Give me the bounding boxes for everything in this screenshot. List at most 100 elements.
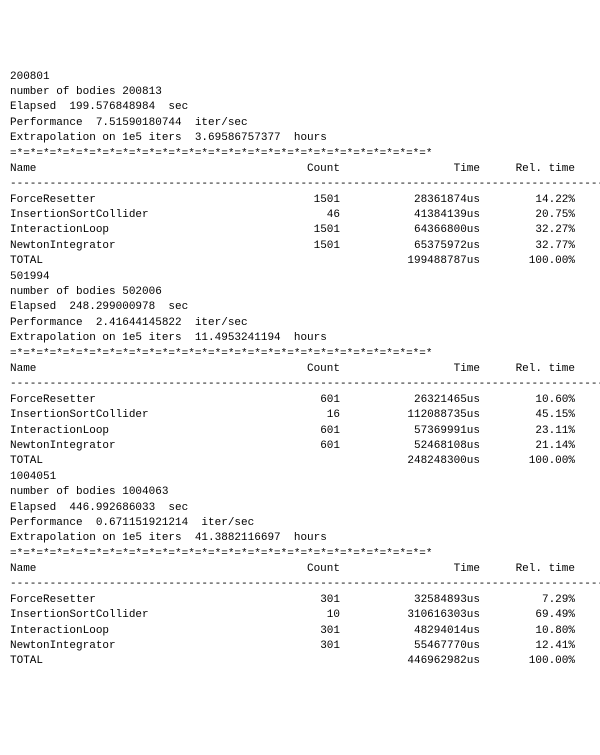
table-row-count: 46 [230, 208, 340, 223]
table-row-name: InteractionLoop [10, 223, 230, 238]
table-row-rel: 45.15% [480, 408, 575, 423]
table-row: InteractionLoop150164366800us32.27% [10, 223, 590, 238]
table-row-name: ForceResetter [10, 593, 230, 608]
block-id: 1004051 [10, 470, 590, 485]
table-row: NewtonIntegrator60152468108us21.14% [10, 439, 590, 454]
extrapolation-line: Extrapolation on 1e5 iters 11.4953241194… [10, 331, 590, 346]
table-row-rel: 100.00% [480, 254, 575, 269]
perf-block: 200801number of bodies 200813Elapsed 199… [10, 70, 590, 270]
table-row-count: 601 [230, 393, 340, 408]
table-row-count: 301 [230, 624, 340, 639]
table-row-name: InsertionSortCollider [10, 208, 230, 223]
table-row: TOTAL 248248300us100.00% [10, 454, 590, 469]
table-row-rel: 32.77% [480, 239, 575, 254]
table-row-rel: 32.27% [480, 223, 575, 238]
table-row-count [230, 454, 340, 469]
block-id: 501994 [10, 270, 590, 285]
block-id: 200801 [10, 70, 590, 85]
elapsed-line: Elapsed 446.992686033 sec [10, 501, 590, 516]
table-row-count: 1501 [230, 239, 340, 254]
separator-line: =*=*=*=*=*=*=*=*=*=*=*=*=*=*=*=*=*=*=*=*… [10, 547, 590, 562]
table-header-time: Time [340, 362, 480, 377]
table-header: NameCountTimeRel. time [10, 162, 590, 177]
bodies-line: number of bodies 1004063 [10, 485, 590, 500]
table-row-time: 41384139us [340, 208, 480, 223]
table-row-rel: 20.75% [480, 208, 575, 223]
table-row-rel: 100.00% [480, 454, 575, 469]
table-row: InteractionLoop30148294014us10.80% [10, 624, 590, 639]
table-row: TOTAL 446962982us100.00% [10, 654, 590, 669]
table-row-name: TOTAL [10, 254, 230, 269]
table-row-rel: 69.49% [480, 608, 575, 623]
table-row-name: ForceResetter [10, 393, 230, 408]
table-row-count: 601 [230, 424, 340, 439]
table-row: NewtonIntegrator150165375972us32.77% [10, 239, 590, 254]
extrapolation-line: Extrapolation on 1e5 iters 41.3882116697… [10, 531, 590, 546]
table-row-name: TOTAL [10, 454, 230, 469]
table-row-rel: 23.11% [480, 424, 575, 439]
table-header-name: Name [10, 562, 230, 577]
table-row-time: 28361874us [340, 193, 480, 208]
bodies-line: number of bodies 502006 [10, 285, 590, 300]
table-row-time: 446962982us [340, 654, 480, 669]
table-row: ForceResetter60126321465us10.60% [10, 393, 590, 408]
dash-line: ----------------------------------------… [10, 177, 590, 192]
table-row-time: 65375972us [340, 239, 480, 254]
dash-line: ----------------------------------------… [10, 377, 590, 392]
table-row-count [230, 654, 340, 669]
table-header: NameCountTimeRel. time [10, 562, 590, 577]
table-row: InsertionSortCollider16112088735us45.15% [10, 408, 590, 423]
table-row-rel: 12.41% [480, 639, 575, 654]
table-row: ForceResetter30132584893us7.29% [10, 593, 590, 608]
table-row-time: 55467770us [340, 639, 480, 654]
table-row: NewtonIntegrator30155467770us12.41% [10, 639, 590, 654]
table-header-count: Count [230, 162, 340, 177]
table-row-name: InteractionLoop [10, 624, 230, 639]
table-row: InteractionLoop60157369991us23.11% [10, 424, 590, 439]
table-row: ForceResetter150128361874us14.22% [10, 193, 590, 208]
elapsed-line: Elapsed 199.576848984 sec [10, 100, 590, 115]
performance-line: Performance 7.51590180744 iter/sec [10, 116, 590, 131]
performance-line: Performance 0.671151921214 iter/sec [10, 516, 590, 531]
table-header-rel: Rel. time [480, 362, 575, 377]
table-row-count: 16 [230, 408, 340, 423]
table-row-rel: 10.80% [480, 624, 575, 639]
dash-line: ----------------------------------------… [10, 577, 590, 592]
table-row-time: 48294014us [340, 624, 480, 639]
table-row-name: ForceResetter [10, 193, 230, 208]
table-row-time: 310616303us [340, 608, 480, 623]
table-row-rel: 21.14% [480, 439, 575, 454]
table-row-name: InteractionLoop [10, 424, 230, 439]
table-row-name: InsertionSortCollider [10, 608, 230, 623]
table-row: TOTAL 199488787us100.00% [10, 254, 590, 269]
table-header-name: Name [10, 362, 230, 377]
table-row-count: 601 [230, 439, 340, 454]
table-row-time: 112088735us [340, 408, 480, 423]
table-header-time: Time [340, 162, 480, 177]
table-header-rel: Rel. time [480, 562, 575, 577]
table-row-time: 26321465us [340, 393, 480, 408]
table-row-name: NewtonIntegrator [10, 239, 230, 254]
table-row-rel: 100.00% [480, 654, 575, 669]
table-row-time: 64366800us [340, 223, 480, 238]
table-row-count [230, 254, 340, 269]
separator-line: =*=*=*=*=*=*=*=*=*=*=*=*=*=*=*=*=*=*=*=*… [10, 347, 590, 362]
table-header-rel: Rel. time [480, 162, 575, 177]
elapsed-line: Elapsed 248.299000978 sec [10, 300, 590, 315]
table-row-count: 10 [230, 608, 340, 623]
table-row-rel: 10.60% [480, 393, 575, 408]
table-header: NameCountTimeRel. time [10, 362, 590, 377]
table-header-count: Count [230, 562, 340, 577]
table-row-name: TOTAL [10, 654, 230, 669]
perf-block: 501994number of bodies 502006Elapsed 248… [10, 270, 590, 470]
table-row-name: InsertionSortCollider [10, 408, 230, 423]
table-header-count: Count [230, 362, 340, 377]
performance-line: Performance 2.41644145822 iter/sec [10, 316, 590, 331]
table-row-time: 32584893us [340, 593, 480, 608]
terminal-output: 200801number of bodies 200813Elapsed 199… [10, 70, 590, 670]
table-row-time: 248248300us [340, 454, 480, 469]
table-row-time: 57369991us [340, 424, 480, 439]
table-row-time: 52468108us [340, 439, 480, 454]
table-row-time: 199488787us [340, 254, 480, 269]
table-row-name: NewtonIntegrator [10, 439, 230, 454]
